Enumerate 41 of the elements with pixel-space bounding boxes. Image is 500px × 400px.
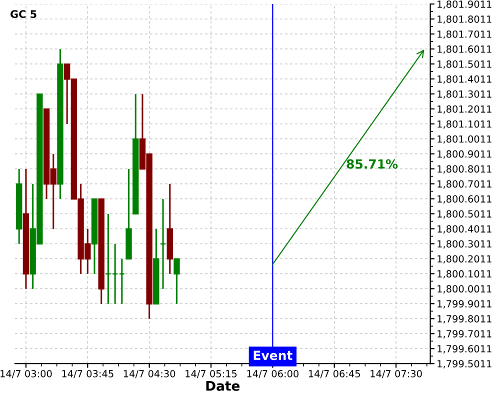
y-tick-label: 1,800.7011 bbox=[438, 180, 492, 189]
y-tick-label: 1,799.9011 bbox=[438, 300, 492, 308]
x-tick-label: 14/7 05:15 bbox=[186, 370, 237, 378]
y-tick-label: 1,800.5011 bbox=[438, 210, 492, 219]
y-tick-label: 1,800.6011 bbox=[438, 195, 492, 204]
y-tick-label: 1,800.8011 bbox=[438, 165, 492, 174]
annotation: 85.71% bbox=[346, 159, 398, 169]
y-tick-label: 1,801.9011 bbox=[438, 0, 492, 9]
y-tick-label: 1,801.6011 bbox=[438, 45, 492, 54]
y-tick-label: 1,801.3011 bbox=[438, 90, 492, 99]
y-tick-label: 1,801.5011 bbox=[438, 60, 492, 69]
candlestick bbox=[160, 198, 166, 290]
y-tick-label: 1,800.2011 bbox=[438, 255, 492, 264]
x-tick-label: 14/7 07:30 bbox=[370, 370, 422, 378]
x-axis-title: Date bbox=[206, 381, 240, 391]
y-tick-label: 1,800.3011 bbox=[438, 240, 492, 249]
y-tick-label: 1,800.4011 bbox=[438, 225, 492, 234]
y-tick-label: 1,801.8011 bbox=[438, 15, 492, 24]
chart-title: GC 5 bbox=[10, 10, 36, 18]
candlestick bbox=[174, 258, 180, 305]
x-tick-label: 14/7 06:00 bbox=[247, 370, 299, 378]
x-tick-label: 14/7 04:30 bbox=[124, 370, 176, 378]
x-tick-label: 14/7 03:00 bbox=[0, 370, 52, 378]
y-tick-label: 1,799.5011 bbox=[438, 360, 492, 368]
y-tick-label: 1,801.7011 bbox=[438, 30, 492, 39]
y-tick-label: 1,799.8011 bbox=[438, 315, 492, 324]
candlestick bbox=[112, 243, 118, 305]
y-tick-label: 1,801.4011 bbox=[438, 75, 492, 84]
y-tick-label: 1,800.0011 bbox=[438, 285, 492, 294]
x-tick-label: 14/7 06:45 bbox=[308, 370, 360, 378]
y-tick-label: 1,800.9011 bbox=[438, 150, 492, 159]
y-tick-label: 1,801.0011 bbox=[438, 135, 492, 144]
x-tick-label: 14/7 03:45 bbox=[62, 370, 114, 378]
candlestick bbox=[105, 213, 112, 305]
y-tick-label: 1,799.6011 bbox=[438, 345, 492, 354]
ref-line-label: Event bbox=[254, 350, 292, 360]
y-tick-label: 1,799.7011 bbox=[438, 330, 492, 338]
y-tick-label: 1,800.1011 bbox=[438, 270, 492, 279]
y-tick-label: 1,801.1011 bbox=[438, 120, 492, 129]
candlestick bbox=[118, 258, 125, 305]
y-tick-label: 1,801.2011 bbox=[438, 105, 492, 114]
